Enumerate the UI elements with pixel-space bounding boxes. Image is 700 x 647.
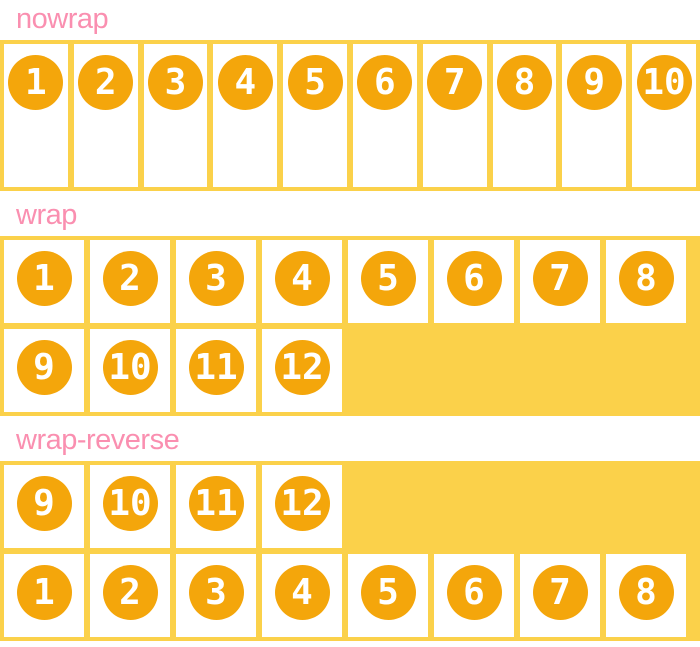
flex-item: 4 (262, 554, 342, 637)
flex-container-wrap-reverse: 1 2 3 4 5 6 7 8 9 10 11 12 (0, 461, 700, 641)
flex-item: 1 (4, 554, 84, 637)
flex-item: 11 (176, 465, 256, 548)
item-number-circle: 4 (274, 565, 330, 620)
item-number-circle: 3 (188, 565, 244, 620)
flex-item: 6 (434, 554, 514, 637)
flex-item: 3 (143, 44, 208, 187)
item-number-circle: 7 (532, 565, 588, 620)
flex-item: 7 (422, 44, 487, 187)
flex-item: 11 (176, 329, 256, 412)
flex-item: 2 (90, 240, 170, 323)
flex-item: 4 (262, 240, 342, 323)
item-number-circle: 11 (188, 340, 244, 395)
item-number-circle: 2 (78, 55, 134, 110)
flex-item: 5 (348, 240, 428, 323)
flex-item: 3 (176, 240, 256, 323)
flex-item: 8 (606, 240, 686, 323)
flex-item: 10 (632, 44, 696, 187)
item-number-circle: 9 (566, 55, 622, 110)
item-number-circle: 10 (102, 340, 158, 395)
flex-item: 8 (606, 554, 686, 637)
flex-item: 6 (434, 240, 514, 323)
item-number-circle: 12 (274, 476, 330, 531)
item-number-circle: 2 (102, 565, 158, 620)
item-number-circle: 5 (287, 55, 343, 110)
flex-item: 7 (520, 240, 600, 323)
flex-wrap-demo-page: nowrap 1 2 3 4 5 6 7 8 9 10 wrap 1 2 3 4 5 6 7 8 9 10 11 12 … (0, 4, 700, 641)
flex-item: 1 (4, 44, 68, 187)
item-number-circle: 8 (618, 251, 674, 306)
section-label-nowrap: nowrap (16, 3, 109, 35)
item-number-circle: 8 (618, 565, 674, 620)
item-number-circle: 5 (360, 565, 416, 620)
item-number-circle: 2 (102, 251, 158, 306)
item-number-circle: 5 (360, 251, 416, 306)
section-label-wrap: wrap (16, 199, 77, 231)
item-number-circle: 8 (496, 55, 552, 110)
flex-item: 2 (90, 554, 170, 637)
item-number-circle: 9 (16, 476, 72, 531)
item-number-circle: 4 (274, 251, 330, 306)
flex-item: 5 (348, 554, 428, 637)
item-number-circle: 6 (357, 55, 413, 110)
flex-item: 7 (520, 554, 600, 637)
flex-item: 10 (90, 329, 170, 412)
flex-item: 2 (73, 44, 138, 187)
flex-item: 5 (283, 44, 347, 187)
item-number-circle: 10 (102, 476, 158, 531)
item-number-circle: 12 (274, 340, 330, 395)
item-number-circle: 3 (147, 55, 203, 110)
flex-item: 6 (352, 44, 417, 187)
flex-item: 10 (90, 465, 170, 548)
flex-item: 3 (176, 554, 256, 637)
item-number-circle: 1 (16, 565, 72, 620)
flex-item: 12 (262, 329, 342, 412)
item-number-circle: 7 (427, 55, 483, 110)
flex-container-wrap: 1 2 3 4 5 6 7 8 9 10 11 12 (0, 236, 700, 416)
item-number-circle: 6 (446, 565, 502, 620)
item-number-circle: 6 (446, 251, 502, 306)
item-number-circle: 10 (636, 55, 692, 110)
item-number-circle: 7 (532, 251, 588, 306)
item-number-circle: 11 (188, 476, 244, 531)
item-number-circle: 3 (188, 251, 244, 306)
flex-item: 9 (4, 329, 84, 412)
item-number-circle: 1 (16, 251, 72, 306)
item-number-circle: 4 (217, 55, 273, 110)
flex-item: 9 (562, 44, 627, 187)
flex-item: 4 (213, 44, 278, 187)
item-number-circle: 9 (16, 340, 72, 395)
flex-item: 8 (492, 44, 557, 187)
item-number-circle: 1 (8, 55, 64, 110)
flex-item: 9 (4, 465, 84, 548)
flex-item: 12 (262, 465, 342, 548)
section-label-wrap-reverse: wrap-reverse (16, 424, 180, 456)
flex-item: 1 (4, 240, 84, 323)
flex-container-nowrap: 1 2 3 4 5 6 7 8 9 10 (0, 40, 700, 191)
